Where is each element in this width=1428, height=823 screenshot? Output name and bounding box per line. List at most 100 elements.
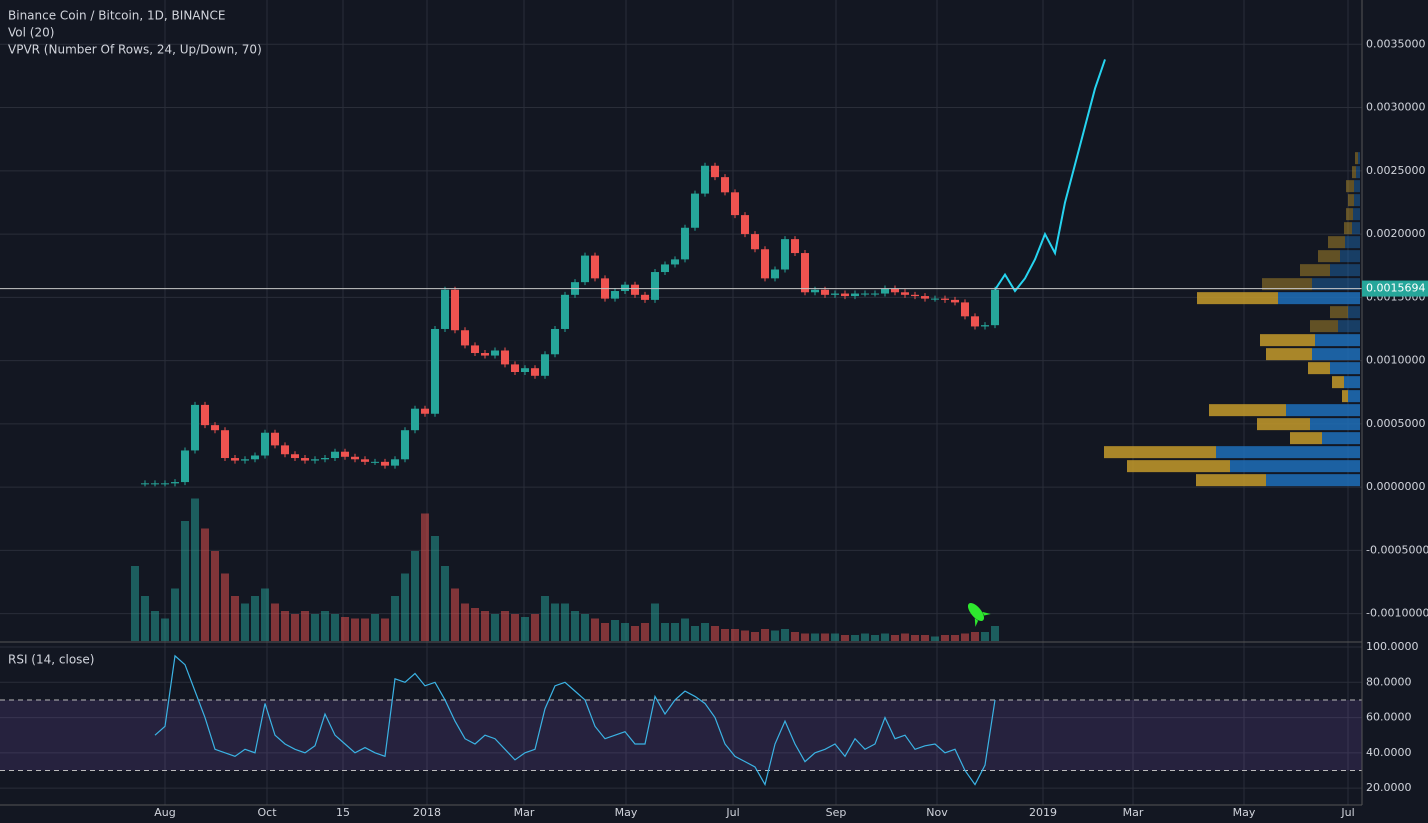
- volume-bar: [761, 629, 769, 641]
- candle-body: [581, 255, 589, 283]
- x-tick-label: Oct: [257, 806, 277, 819]
- volume-bar: [941, 635, 949, 641]
- candle-body: [691, 193, 699, 228]
- candle-body: [241, 459, 249, 461]
- volume-bar: [331, 614, 339, 641]
- candle-body: [141, 483, 149, 485]
- y-tick-label: 0.0020000: [1366, 227, 1426, 240]
- volume-bar: [601, 623, 609, 641]
- x-tick-label: May: [1233, 806, 1256, 819]
- candle-body: [311, 459, 319, 461]
- volume-bar: [861, 633, 869, 641]
- x-tick-label: 2018: [413, 806, 441, 819]
- volume-bar: [251, 596, 259, 641]
- volume-bar: [231, 596, 239, 641]
- x-tick-label: Jul: [1340, 806, 1354, 819]
- rocket-icon: [967, 602, 991, 627]
- volume-bar: [681, 618, 689, 641]
- volume-bar: [881, 633, 889, 641]
- volume-bar: [451, 588, 459, 641]
- volume-bar: [741, 630, 749, 641]
- volume-bar: [361, 618, 369, 641]
- vpvr-up: [1358, 152, 1360, 165]
- candle-body: [711, 165, 719, 178]
- candle-body: [911, 294, 919, 297]
- vpvr-down: [1346, 180, 1354, 193]
- volume-bar: [521, 617, 529, 641]
- vpvr-down: [1300, 264, 1330, 277]
- volume-bar: [621, 623, 629, 641]
- candle-body: [451, 289, 459, 331]
- volume-bar: [801, 633, 809, 641]
- current-price-label: 0.0015694: [1366, 282, 1426, 295]
- candle-body: [891, 288, 899, 293]
- volume-bar: [541, 596, 549, 641]
- current-price-tag: [1362, 280, 1428, 297]
- volume-bar: [221, 573, 229, 641]
- vpvr-down: [1344, 222, 1352, 235]
- x-tick-label: Mar: [514, 806, 535, 819]
- volume-bar: [811, 633, 819, 641]
- vpvr-down: [1260, 334, 1315, 347]
- candle-body: [811, 289, 819, 293]
- vpvr-down: [1196, 474, 1266, 487]
- y-tick-label: 0.0010000: [1366, 354, 1426, 367]
- candle-body: [491, 350, 499, 356]
- vpvr-up: [1278, 292, 1360, 305]
- rsi-tick-label: 60.0000: [1366, 711, 1412, 724]
- volume-bar: [581, 614, 589, 641]
- candle-body: [321, 458, 329, 460]
- vpvr-down: [1352, 166, 1356, 179]
- volume-bar: [691, 626, 699, 641]
- volume-bar: [851, 635, 859, 641]
- vpvr-down: [1209, 404, 1286, 417]
- volume-bar: [401, 573, 409, 641]
- vpvr-up: [1230, 460, 1360, 473]
- volume-bar: [281, 611, 289, 641]
- volume-bar: [841, 635, 849, 641]
- vpvr-down: [1308, 362, 1330, 375]
- vpvr-down: [1197, 292, 1278, 305]
- candle-body: [381, 461, 389, 466]
- volume-bar: [511, 614, 519, 641]
- candle-body: [751, 234, 759, 250]
- volume-bar: [731, 629, 739, 641]
- candle-body: [641, 294, 649, 300]
- volume-bar: [571, 611, 579, 641]
- vpvr-up: [1344, 376, 1360, 389]
- vpvr-up: [1352, 222, 1360, 235]
- vpvr-down: [1104, 446, 1216, 459]
- volume-bar: [671, 623, 679, 641]
- candle-body: [171, 482, 179, 484]
- candle-body: [271, 432, 279, 446]
- vpvr-up: [1266, 474, 1360, 487]
- vpvr-down: [1262, 278, 1312, 291]
- vpvr-up: [1354, 180, 1360, 193]
- candle-body: [761, 249, 769, 279]
- volume-bar: [651, 603, 659, 641]
- candle-body: [921, 296, 929, 299]
- volume-bar: [971, 632, 979, 641]
- candle-body: [841, 293, 849, 297]
- volume-bar: [291, 614, 299, 641]
- volume-bar: [931, 636, 939, 641]
- vpvr-down: [1127, 460, 1230, 473]
- candle-body: [661, 264, 669, 273]
- volume-bar: [611, 620, 619, 641]
- candle-body: [731, 192, 739, 216]
- candle-body: [511, 364, 519, 372]
- volume-bar: [631, 626, 639, 641]
- candle-body: [871, 293, 879, 295]
- candle-body: [801, 253, 809, 293]
- volume-bar: [751, 632, 759, 641]
- x-tick-label: May: [615, 806, 638, 819]
- x-tick-label: Nov: [926, 806, 948, 819]
- vpvr-down: [1342, 390, 1348, 403]
- y-tick-label: 0.0030000: [1366, 101, 1426, 114]
- candle-body: [861, 293, 869, 295]
- volume-bar: [711, 626, 719, 641]
- volume-bar: [201, 528, 209, 641]
- volume-bar: [181, 521, 189, 641]
- y-tick-label: 0.0000000: [1366, 480, 1426, 493]
- rsi-tick-label: 20.0000: [1366, 781, 1412, 794]
